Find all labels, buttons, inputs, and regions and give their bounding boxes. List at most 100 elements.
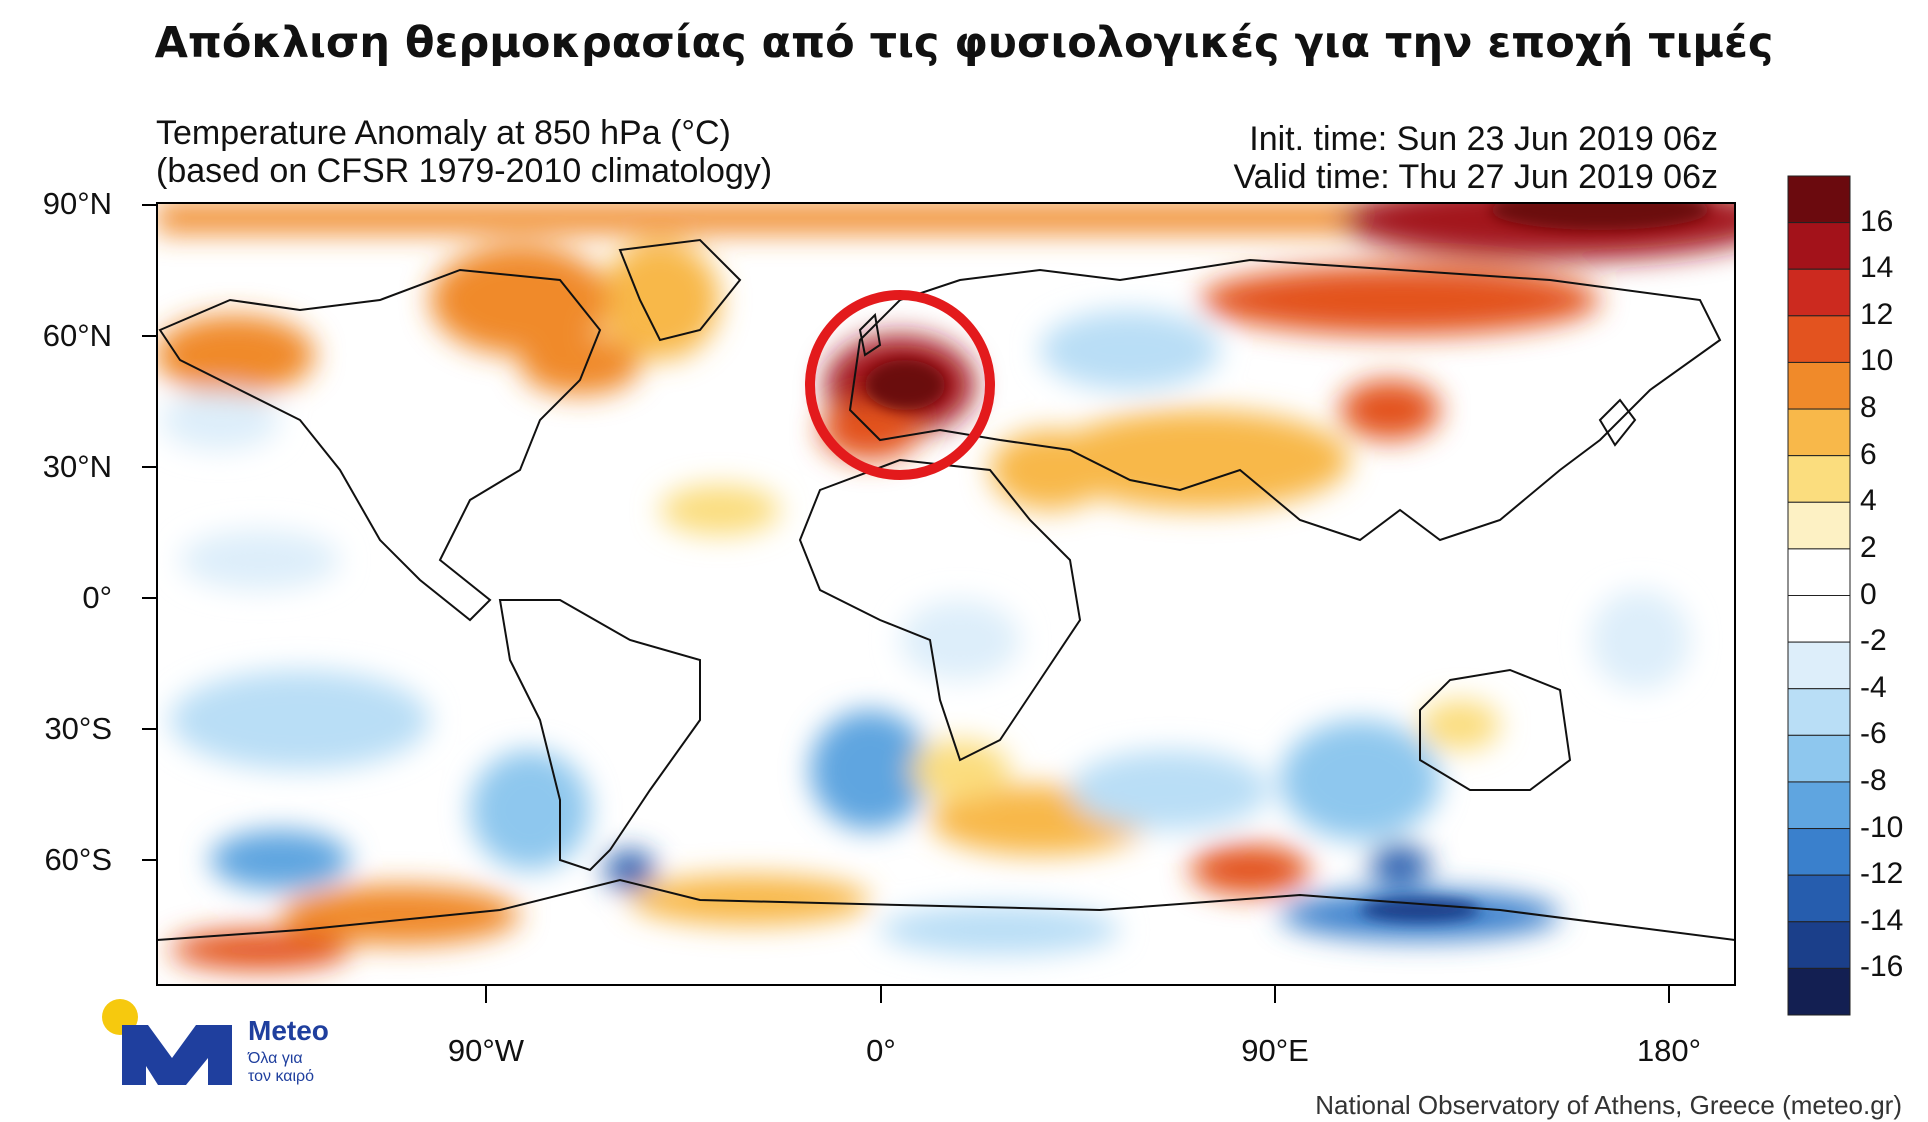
valid-time: Valid time: Thu 27 Jun 2019 06z: [1233, 158, 1719, 196]
eurasia-outline: [848, 258, 1722, 542]
antarctica-outline: [157, 878, 1735, 941]
colorbar-label: 4: [1860, 484, 1877, 518]
atlantic-warm: [660, 485, 780, 535]
colorbar-swatch: [1787, 548, 1851, 597]
kamchatka-cool: [1590, 590, 1690, 690]
lon-label-180: 180°: [1636, 1033, 1702, 1068]
europe-darkest-core: [865, 360, 945, 410]
south-america-outline: [498, 599, 701, 872]
colorbar-swatch: [1787, 828, 1851, 876]
lon-label-90w: 90°W: [447, 1033, 525, 1068]
colorbar-swatch: [1787, 595, 1851, 643]
logo-m-shape: [122, 1025, 232, 1085]
tropics-cool-e-pac: [180, 530, 340, 590]
south-pacific-cold: [210, 830, 350, 890]
colorbar-swatch: [1787, 455, 1851, 503]
lon-label-90e: 90°E: [1241, 1033, 1309, 1068]
coastlines: [157, 238, 1735, 941]
colorbar-label: 12: [1860, 297, 1894, 331]
logo-name: Meteo: [248, 1015, 329, 1046]
central-asia-warm: [1050, 410, 1350, 510]
africa-outline: [798, 458, 1082, 762]
colorbar-label: -6: [1860, 717, 1887, 751]
greenland-outline: [618, 238, 742, 342]
credit-text: National Observatory of Athens, Greece (…: [1315, 1090, 1902, 1120]
colorbar-swatch: [1787, 361, 1851, 410]
colorbar-label: -12: [1860, 857, 1904, 891]
uk-outline: [858, 312, 882, 357]
colorbar-swatch: [1787, 222, 1851, 270]
s-indian-warm: [1190, 845, 1310, 895]
middle-east-warm: [990, 430, 1110, 510]
s-pacific-cool: [170, 670, 430, 770]
southern-ocean-cold: [1370, 845, 1430, 885]
colorbar-label: 14: [1860, 251, 1894, 285]
lat-label-60n: 60°N: [42, 318, 112, 353]
logo-tagline-2: τον καιρό: [248, 1068, 315, 1085]
siberia-darkest-core: [1490, 203, 1710, 230]
colorbar-label: 2: [1860, 530, 1877, 564]
forecast-times: Init. time: Sun 23 Jun 2019 06z Valid ti…: [1234, 120, 1719, 196]
antarctic-darkest-cold: [1360, 898, 1480, 922]
colorbar-label: -2: [1860, 624, 1887, 658]
lat-label-30s: 30°S: [44, 711, 112, 746]
indian-ocean-cool: [1070, 750, 1270, 830]
map-title-line1: Temperature Anomaly at 850 hPa (°C): [156, 114, 731, 152]
init-time: Init. time: Sun 23 Jun 2019 06z: [1249, 120, 1718, 158]
map-title-line2: (based on CFSR 1979-2010 climatology): [156, 152, 773, 190]
greenland-warm: [600, 240, 720, 360]
lat-label-90n: 90°N: [42, 186, 112, 221]
colorbar-swatch: [1787, 501, 1851, 550]
antarctic-warm-pacific: [280, 885, 520, 945]
south-atlantic-cold: [810, 710, 930, 830]
hudson-warm: [520, 335, 640, 395]
logo-tagline: Όλα για τον καιρό: [248, 1050, 314, 1086]
colorbar-swatch: [1787, 688, 1851, 736]
meteo-logo: [102, 999, 232, 1085]
colorbar-label: 6: [1860, 437, 1877, 471]
colorbar-label: 0: [1860, 577, 1877, 611]
colorbar-swatch: [1787, 315, 1851, 363]
colorbar-swatch: [1787, 734, 1851, 783]
page-title: Απόκλιση θερμοκρασίας από τις φυσιολογικ…: [154, 18, 1774, 68]
east-antarctic-cool: [880, 905, 1120, 955]
colorbar-label: -8: [1860, 763, 1887, 797]
colorbar-swatch: [1787, 175, 1851, 224]
africa-cool: [900, 600, 1020, 680]
russia-cool: [1040, 310, 1220, 390]
lon-label-0: 0°: [866, 1033, 896, 1068]
drake-cold: [605, 850, 655, 890]
west-antarctic-warm: [170, 930, 350, 970]
colorbar-swatch: [1787, 874, 1851, 923]
antarctic-warm-atlantic: [630, 875, 870, 925]
colorbar-label: -4: [1860, 670, 1887, 704]
logo-tagline-1: Όλα για: [248, 1050, 303, 1067]
colorbar-label: 10: [1860, 344, 1894, 378]
colorbar-swatch: [1787, 641, 1851, 690]
colorbar-label: -14: [1860, 903, 1904, 937]
alaska-warm: [157, 315, 315, 395]
colorbar-swatch: [1787, 268, 1851, 317]
east-siberia-warm: [1200, 265, 1600, 335]
colorbar-swatch: [1787, 408, 1851, 457]
cape-warm: [910, 740, 1010, 800]
anomaly-field: [157, 203, 1735, 970]
axis-ticks: [142, 204, 1670, 1003]
lat-label-30n: 30°N: [42, 449, 112, 484]
colorbar-label: -10: [1860, 810, 1904, 844]
colorbar-swatch: [1787, 921, 1851, 969]
europe-highlight-circle: [805, 290, 995, 480]
map-frame: [156, 202, 1736, 986]
map-title: Temperature Anomaly at 850 hPa (°C) (bas…: [156, 114, 772, 190]
colorbar-swatch: [1787, 781, 1851, 830]
colorbar-label: -16: [1860, 950, 1904, 984]
colorbar-label: 8: [1860, 391, 1877, 425]
colorbar: [1787, 175, 1851, 1016]
colorbar-swatch: [1787, 967, 1851, 1016]
lat-label-60s: 60°S: [44, 842, 112, 877]
australia-warm: [1420, 700, 1500, 750]
north-america-outline: [158, 268, 602, 622]
lat-label-0: 0°: [82, 580, 112, 615]
japan-outline: [1598, 398, 1637, 447]
